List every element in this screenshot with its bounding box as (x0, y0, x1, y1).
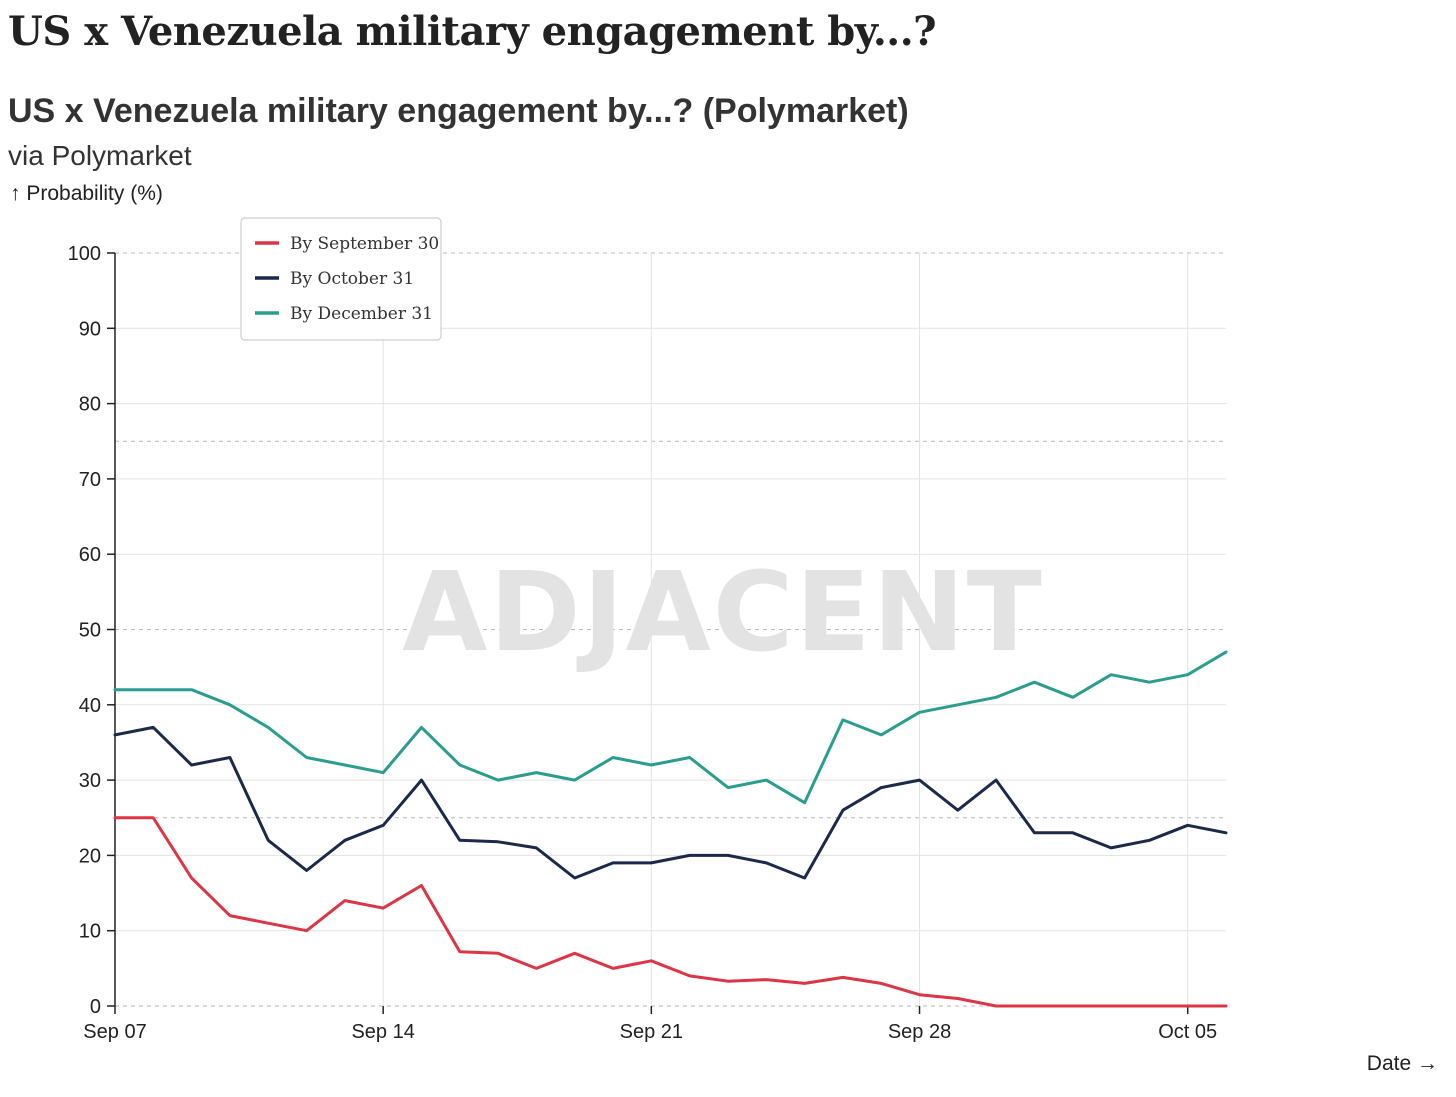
y-tick-label: 70 (79, 469, 101, 491)
y-tick-label: 20 (79, 845, 101, 867)
series-line-by-october-31 (113, 725, 1228, 880)
x-tick-label: Sep 28 (888, 1021, 951, 1043)
y-tick-label: 40 (79, 695, 101, 717)
x-axis-label: Date → (1366, 1052, 1438, 1075)
y-tick-label: 60 (79, 544, 101, 566)
y-tick-label: 10 (79, 921, 101, 943)
legend-box (240, 217, 442, 341)
legend[interactable]: By September 30 By October 31 By December … (240, 217, 442, 341)
y-axis-label: ↑ Probability (%) (10, 182, 163, 205)
y-tick-label: 80 (79, 394, 101, 416)
series-lines (113, 650, 1228, 1008)
chart-title: US x Venezuela military engagement by...… (8, 92, 909, 130)
legend-label-by-september-30[interactable]: By September 30 (290, 234, 439, 254)
chart-subtitle: via Polymarket (8, 140, 192, 171)
legend-label-by-october-31[interactable]: By October 31 (290, 269, 414, 289)
y-tick-label: 30 (79, 770, 101, 792)
x-tick-label: Sep 14 (351, 1021, 414, 1043)
series-line-by-december-31 (113, 650, 1228, 805)
y-tick-label: 0 (90, 996, 101, 1018)
x-tick-label: Sep 21 (620, 1021, 683, 1043)
legend-label-by-december-31[interactable]: By December 31 (290, 304, 433, 324)
y-tick-label: 50 (79, 620, 101, 642)
x-tick-label: Oct 05 (1158, 1021, 1217, 1043)
page-title: US x Venezuela military engagement by...… (8, 8, 937, 55)
x-tick-label: Sep 07 (83, 1021, 146, 1043)
axes: 0 10 20 30 40 50 60 70 80 90 100 Sep 07 Sep 14 Sep 21… (68, 243, 1218, 1043)
watermark: ADJACENT (402, 548, 1043, 676)
series-line-by-september-30 (113, 816, 1228, 1008)
y-tick-label: 100 (68, 243, 101, 265)
y-tick-label: 90 (79, 318, 101, 340)
